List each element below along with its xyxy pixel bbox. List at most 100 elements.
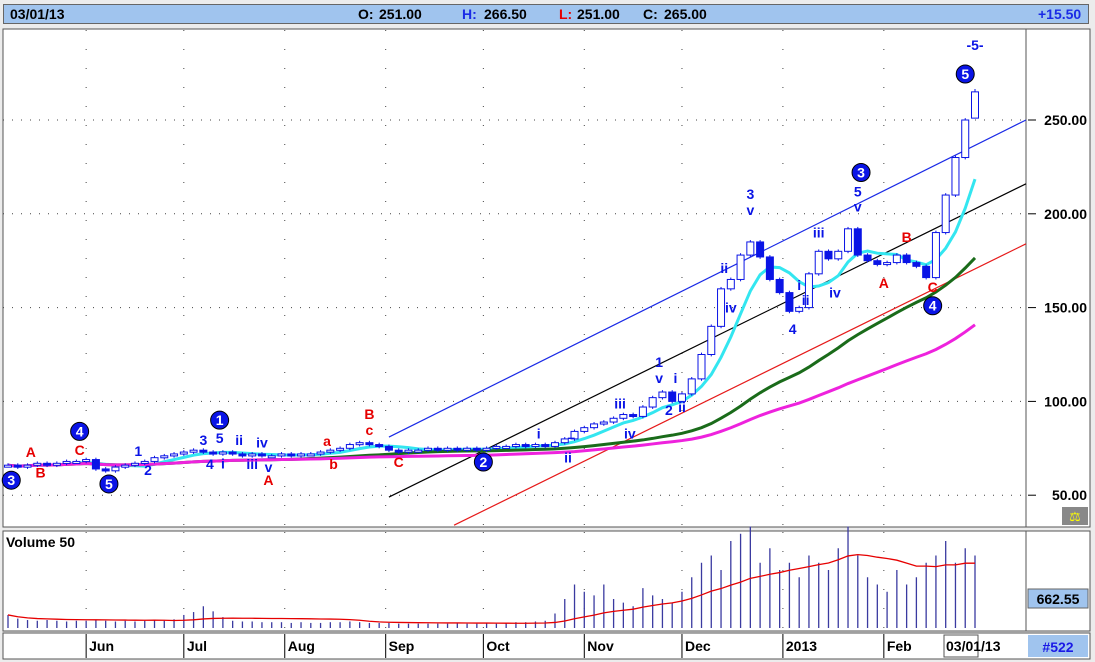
wave-label: 3: [199, 432, 207, 448]
wave-label: B: [902, 229, 912, 245]
candle-body: [43, 462, 52, 466]
candle-body: [853, 228, 862, 256]
candle-body: [248, 453, 257, 457]
candle-body: [287, 453, 296, 457]
candle-body: [72, 460, 81, 464]
date-tick-label: Sep: [389, 638, 415, 654]
close-value: 265.00: [664, 6, 707, 22]
candle-body: [795, 307, 804, 312]
wave-circle: [955, 64, 975, 84]
candle-body: [130, 462, 139, 466]
wave-label: C: [928, 279, 938, 295]
candle-body: [629, 414, 638, 418]
wave-label: 3: [7, 472, 15, 488]
candle-body: [531, 444, 540, 448]
candle-body: [492, 445, 501, 449]
wave-label: 4: [929, 298, 937, 314]
candle-body: [570, 430, 579, 440]
candle-body: [590, 423, 599, 429]
candle-body: [863, 254, 872, 262]
candle-body: [375, 444, 384, 448]
candle-body: [463, 447, 472, 451]
candle-body: [267, 455, 276, 459]
candle-body: [52, 462, 61, 466]
candle-body: [677, 393, 686, 402]
wave-label: i: [537, 425, 541, 441]
wave-label: v: [265, 459, 273, 475]
date-tick-label: 2013: [786, 638, 817, 654]
candle-body: [844, 228, 853, 252]
candle-body: [33, 462, 42, 466]
wave-label: i: [797, 277, 801, 293]
candle-body: [814, 250, 823, 275]
wave-label: A: [879, 275, 889, 291]
candle-body: [746, 241, 755, 256]
candle-body: [912, 262, 921, 267]
date-tick-label: Nov: [587, 638, 614, 654]
volume-moving-average: [7, 553, 975, 624]
candle-body: [873, 260, 882, 265]
wave-label: v: [854, 198, 862, 214]
volume-value: 662.55: [1037, 591, 1080, 607]
scale-icon[interactable]: [1062, 507, 1088, 525]
candle-body: [414, 449, 423, 453]
candle-body: [355, 442, 364, 446]
wave-label: B: [364, 406, 374, 422]
open-label: O:: [358, 6, 374, 22]
candle-body: [941, 194, 950, 234]
candle-body: [726, 278, 735, 290]
candle-body: [638, 406, 647, 417]
wave-circle: [473, 452, 493, 472]
candle-body: [648, 397, 657, 408]
candle-body: [277, 453, 286, 457]
candle-body: [218, 451, 227, 455]
candle-body: [482, 447, 491, 451]
moving-average-fast: [7, 178, 977, 468]
candle-body: [883, 262, 892, 266]
candle-body: [82, 459, 91, 463]
candle-body: [453, 447, 462, 451]
candle-body: [101, 468, 110, 472]
wave-label: iv: [624, 425, 636, 441]
wave-label: v: [746, 202, 754, 218]
candle-body: [541, 444, 550, 448]
candle-body: [121, 464, 130, 468]
wave-label: ii: [678, 399, 686, 415]
candle-body: [658, 391, 667, 399]
candle-body: [580, 427, 589, 432]
wave-label: iii: [246, 456, 258, 472]
candle-body: [804, 273, 813, 309]
wave-label: ii: [802, 292, 810, 308]
candle-body: [179, 451, 188, 455]
candle-body: [257, 453, 266, 457]
wave-label: 1: [655, 354, 663, 370]
volume-value-box: [1027, 588, 1089, 609]
candle-body: [902, 254, 911, 264]
change-value: +15.50: [1038, 6, 1082, 22]
candle-body: [306, 453, 315, 457]
high-value: 266.50: [484, 6, 527, 22]
wave-label: B: [35, 465, 45, 481]
wave-label: 5: [854, 183, 862, 199]
candle-body: [931, 232, 940, 279]
volume-title: Volume 50: [6, 534, 75, 550]
candle-body: [971, 91, 979, 119]
high-label: H:: [462, 6, 477, 22]
candle-body: [316, 451, 325, 455]
price-tick-label: 200.00: [1044, 206, 1087, 222]
count-box: [1028, 635, 1088, 657]
candle-body: [668, 391, 677, 402]
wave-label: ii: [235, 432, 243, 448]
wave-label: iv: [725, 300, 737, 316]
wave-label: 4: [206, 456, 214, 472]
candle-body: [91, 459, 100, 470]
candle-body: [550, 442, 559, 447]
candle-body: [209, 451, 218, 455]
wave-label: 5: [961, 66, 969, 82]
candle-body: [521, 444, 530, 448]
candle-body: [404, 449, 413, 453]
date-tick-label: Jul: [187, 638, 207, 654]
candle-body: [13, 464, 22, 468]
candle-body: [150, 457, 159, 462]
